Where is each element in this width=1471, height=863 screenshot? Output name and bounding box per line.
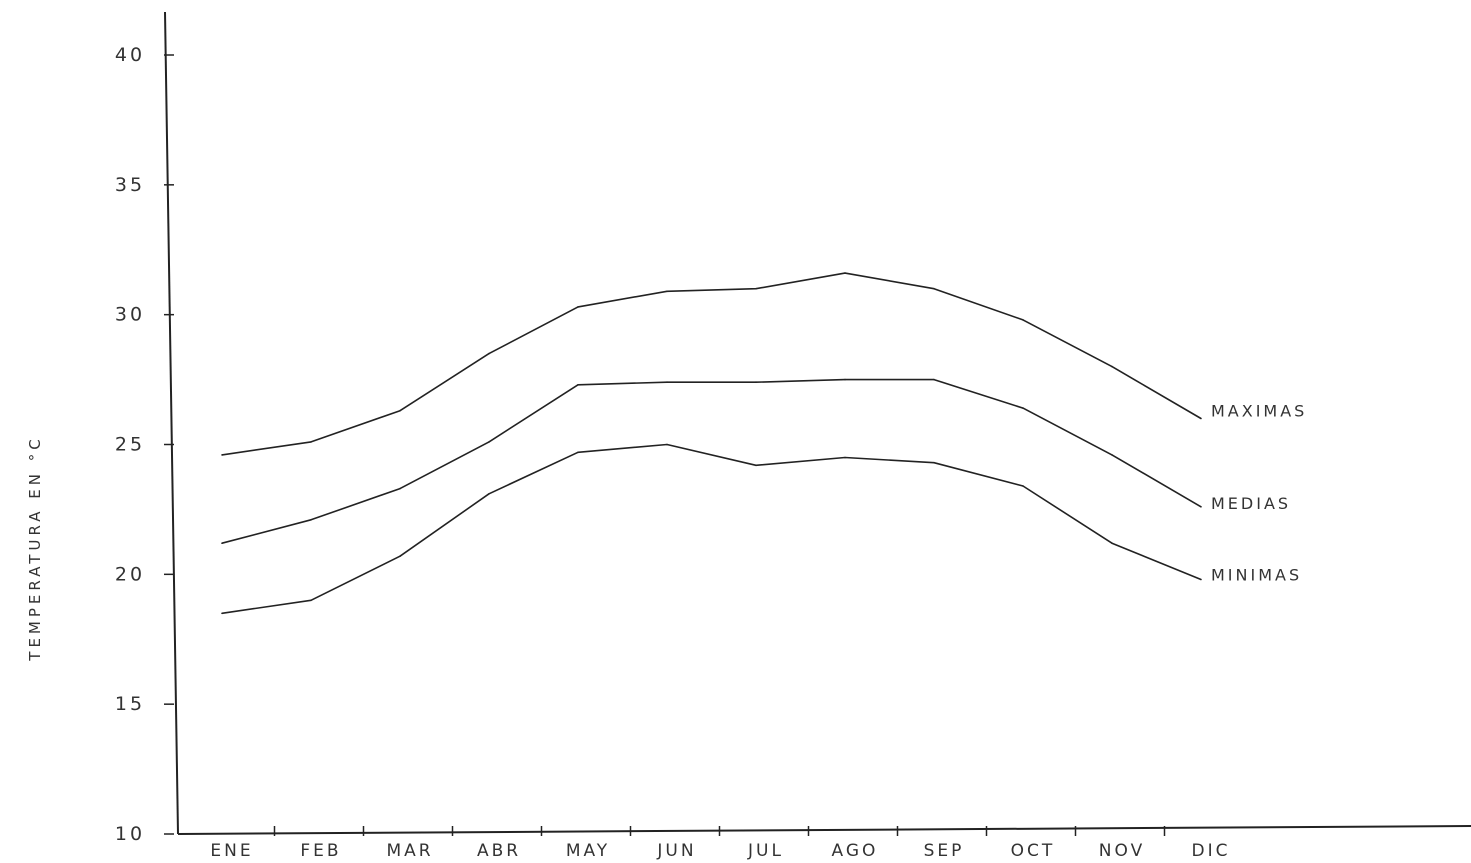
data-point-medias [1022,407,1024,409]
y-tick-label: 35 [115,174,145,196]
y-tick-label: 40 [115,44,145,66]
data-point-maximas [844,272,846,274]
x-tick-label: NOV [1099,841,1145,861]
data-point-maximas [755,287,757,290]
data-point-minimas [1022,485,1024,487]
x-tick-label: SEP [924,841,965,861]
data-point-medias [1111,454,1113,456]
data-point-minimas [666,443,668,446]
data-point-medias [310,519,312,521]
x-tick-label: DIC [1192,841,1231,861]
data-point-maximas [488,352,490,355]
data-point-medias [844,378,846,381]
y-tick-label: 15 [115,693,145,715]
data-point-minimas [488,493,490,495]
data-point-minimas [577,451,579,454]
data-point-medias [933,378,935,381]
data-point-minimas [933,461,935,464]
data-point-maximas [1200,417,1202,420]
x-tick-label: MAR [386,841,433,861]
data-point-maximas [399,409,401,412]
data-point-medias [488,441,490,443]
data-point-minimas [1111,542,1113,544]
data-point-medias [577,384,579,386]
x-tick-label: FEB [300,841,341,861]
y-tick-label: 20 [115,563,145,585]
series-label-maximas: MAXIMAS [1211,402,1307,421]
data-point-medias [221,542,223,544]
data-point-minimas [755,464,757,467]
data-point-maximas [933,287,935,290]
series-label-minimas: MINIMAS [1211,566,1302,585]
x-tick-label: ENE [210,841,253,861]
data-point-minimas [221,612,223,615]
y-tick-label: 30 [115,304,145,326]
data-point-medias [399,487,401,490]
y-tick-label: 25 [115,434,145,456]
data-point-minimas [844,456,846,459]
data-point-maximas [1022,319,1024,321]
data-point-maximas [310,441,312,443]
y-tick-labels: 10 15 20 25 30 35 40 [115,44,145,845]
y-tick-label: 10 [115,823,145,845]
data-point-maximas [221,454,223,456]
x-tick-label: ABR [477,841,521,861]
series-label-medias: MEDIAS [1211,494,1291,513]
x-tick-label: JUL [747,841,784,861]
data-point-medias [666,381,668,384]
x-tick-label: OCT [1011,841,1056,861]
data-point-maximas [666,290,668,293]
x-tick-label: JUN [656,841,696,861]
data-point-maximas [577,306,579,308]
x-axis-line [177,825,1471,835]
data-point-minimas [399,555,401,557]
series-lines [221,272,1202,615]
series-labels: MAXIMAS MEDIAS MINIMAS [1211,402,1307,585]
x-tick-label: MAY [566,841,610,861]
y-axis-line [164,11,179,835]
series-line-minimas [221,443,1202,615]
data-point-medias [1200,506,1202,508]
data-point-minimas [310,599,312,602]
x-tick-label: AGO [832,841,879,861]
data-point-minimas [1200,578,1202,581]
y-axis-label: TEMPERATURA EN °C [26,435,44,661]
data-point-medias [755,381,757,384]
series-line-maximas [221,272,1202,456]
series-line-medias [221,378,1202,544]
data-point-maximas [1111,365,1113,368]
x-tick-labels: ENE FEB MAR ABR MAY JUN JUL AGO SEP OCT NOV DIC [210,841,1231,861]
axes [164,11,1471,836]
